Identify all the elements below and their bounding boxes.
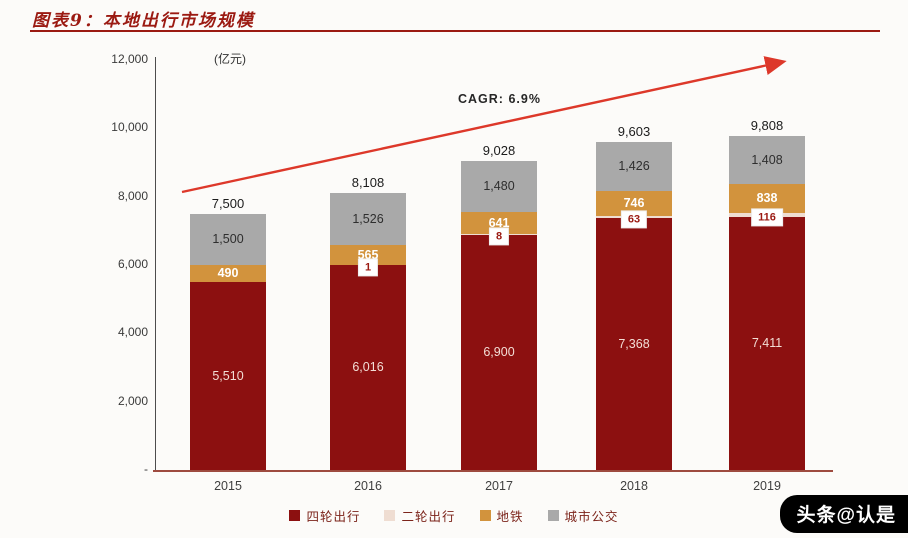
legend-item-four-wheel: 四轮出行	[289, 506, 360, 525]
y-tick: 8,000	[117, 189, 148, 203]
bar-2015: 7,500 1,500 490 5,510	[190, 196, 266, 470]
segment-four-wheel: 7,411	[729, 216, 805, 470]
x-label-2019: 2019	[753, 479, 781, 493]
legend-item-city-bus: 城市公交	[547, 506, 619, 525]
segment-four-wheel: 7,368	[596, 218, 672, 470]
legend-swatch-icon	[479, 510, 491, 521]
legend-item-metro: 地铁	[479, 506, 524, 525]
segment-city-bus: 1,408	[729, 136, 805, 185]
x-label-2017: 2017	[485, 479, 513, 493]
legend-swatch-icon	[547, 510, 559, 521]
bar-total-label: 7,500	[211, 195, 245, 211]
y-axis-line	[155, 57, 156, 472]
segment-value: 1,480	[483, 179, 515, 194]
y-tick: 2,000	[117, 394, 148, 408]
legend-item-two-wheel: 二轮出行	[384, 506, 455, 525]
segment-metro: 746	[596, 190, 672, 217]
y-tick: 12,000	[111, 52, 148, 66]
legend-label: 地铁	[496, 510, 524, 524]
axis-unit-label: (亿元)	[214, 52, 246, 66]
segment-value: 1,500	[212, 232, 244, 247]
bar-2018: 9,603 1,426 746 63 7,368	[596, 124, 672, 470]
x-label-2016: 2016	[354, 479, 382, 493]
cagr-annotation: CAGR: 6.9%	[458, 92, 541, 106]
segment-metro: 641	[461, 212, 537, 234]
segment-value: 7,411	[751, 336, 783, 351]
segment-value: 641	[488, 215, 510, 230]
legend-swatch-icon	[289, 510, 301, 521]
segment-value: 1,526	[352, 211, 384, 226]
segment-value-chip: 116	[752, 209, 782, 226]
toutiao-watermark-badge: 头条@认是	[780, 495, 908, 533]
bar-2019: 9,808 1,408 838 116 7,411	[729, 118, 805, 470]
legend-label: 四轮出行	[306, 510, 361, 524]
segment-value-chip: 8	[489, 228, 509, 245]
segment-value: 1,408	[751, 152, 783, 167]
segment-city-bus: 1,426	[596, 141, 672, 191]
x-axis-line	[153, 470, 833, 472]
segment-metro: 565	[330, 245, 406, 265]
segment-city-bus: 1,526	[330, 193, 406, 246]
legend-label: 二轮出行	[401, 510, 456, 524]
segment-city-bus: 1,500	[190, 213, 266, 266]
segment-value: 565	[357, 247, 379, 262]
segment-city-bus: 1,480	[461, 161, 537, 213]
segment-value-chip: 1	[358, 258, 378, 275]
x-label-2015: 2015	[214, 479, 242, 493]
segment-four-wheel: 5,510	[190, 281, 266, 470]
segment-four-wheel: 6,016	[330, 264, 406, 470]
segment-value: 1,426	[618, 159, 650, 174]
bar-total-label: 9,603	[617, 123, 651, 139]
x-label-2018: 2018	[620, 479, 648, 493]
bar-total-label: 9,028	[482, 143, 516, 159]
segment-value-chip: 63	[621, 211, 647, 228]
legend-swatch-icon	[384, 510, 396, 521]
bar-2016: 8,108 1,526 565 1 6,016	[330, 175, 406, 470]
segment-two-wheel: 63	[596, 211, 672, 228]
y-tick-zero: -	[144, 462, 148, 476]
y-tick: 6,000	[117, 257, 148, 271]
title-underline	[30, 30, 880, 32]
segment-value: 6,016	[352, 360, 384, 374]
page-title: 图表9：本地出行市场规模	[32, 11, 255, 31]
bar-total-label: 9,808	[750, 118, 784, 134]
legend-label: 城市公交	[564, 510, 619, 524]
y-tick: 4,000	[117, 325, 148, 339]
segment-metro: 490	[190, 265, 266, 282]
segment-value: 5,510	[212, 368, 244, 383]
segment-value: 490	[217, 266, 239, 281]
segment-metro: 838	[729, 184, 805, 213]
segment-four-wheel: 6,900	[461, 234, 537, 470]
segment-value: 7,368	[618, 336, 650, 351]
y-tick: 10,000	[111, 120, 148, 134]
segment-value: 6,900	[483, 344, 515, 359]
bar-2017: 9,028 1,480 641 8 6,900	[461, 143, 537, 470]
segment-value: 838	[756, 191, 778, 206]
segment-two-wheel: 116	[729, 209, 805, 226]
segment-value: 746	[623, 196, 645, 211]
bar-total-label: 8,108	[351, 175, 385, 191]
chart-legend: 四轮出行 二轮出行 地铁 城市公交	[0, 506, 908, 525]
